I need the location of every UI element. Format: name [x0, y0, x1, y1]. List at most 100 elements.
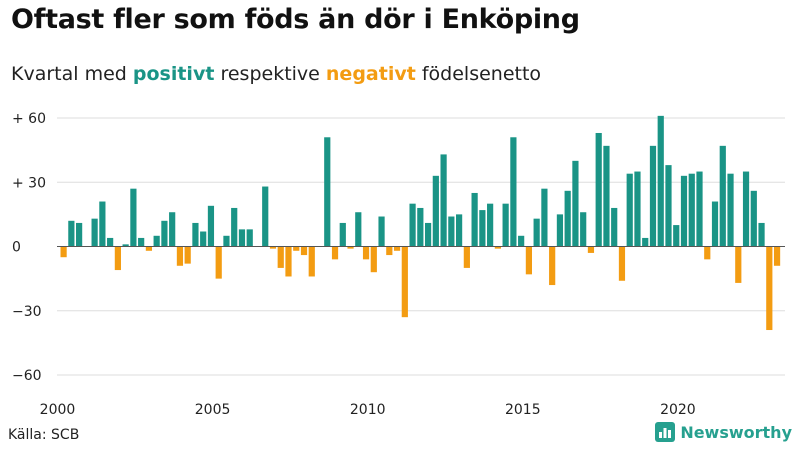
bar-42	[386, 246, 393, 256]
subtitle-positive-word: positivt	[132, 63, 215, 85]
bar-26	[262, 186, 269, 247]
bar-68	[587, 246, 595, 253]
bar-30	[293, 246, 300, 251]
bar-70	[603, 145, 610, 247]
y-tick-label: 0	[12, 240, 21, 256]
bar-24	[246, 229, 253, 247]
bar-0	[60, 246, 67, 258]
bar-77	[657, 115, 664, 247]
bars	[60, 115, 781, 331]
bar-60	[525, 246, 532, 275]
bar-62	[541, 188, 548, 247]
bar-4	[91, 218, 98, 247]
bar-90	[758, 222, 765, 247]
y-tick-label: + 60	[12, 111, 46, 127]
bar-28	[277, 246, 284, 268]
bar-14	[169, 212, 176, 247]
bar-8	[122, 244, 129, 247]
bar-17	[192, 222, 199, 247]
bar-74	[634, 171, 641, 247]
bar-31	[300, 246, 308, 256]
bar-5	[99, 201, 106, 247]
subtitle-text-2: respektive	[214, 63, 326, 85]
bar-89	[750, 190, 757, 247]
bar-79	[673, 225, 680, 247]
bar-22	[231, 207, 238, 247]
bar-29	[285, 246, 292, 277]
bar-64	[556, 214, 564, 247]
brand-name: Newsworthy	[680, 422, 792, 442]
bar-46	[417, 207, 424, 247]
bar-21	[223, 235, 230, 247]
bar-10	[138, 237, 145, 247]
bar-35	[331, 246, 339, 260]
y-tick-label: + 30	[12, 175, 46, 191]
bar-1	[68, 220, 75, 247]
x-tick-labels: 2000 2005 2010 2015 2020	[40, 402, 696, 418]
bar-34	[324, 137, 331, 247]
bar-32	[308, 246, 315, 277]
bar-27	[269, 246, 277, 249]
bar-69	[595, 132, 602, 247]
bar-87	[735, 246, 742, 283]
bar-59	[518, 235, 525, 247]
bar-83	[704, 246, 711, 260]
bar-66	[572, 160, 579, 247]
bar-48	[432, 175, 439, 247]
bar-65	[564, 190, 571, 247]
bar-38	[355, 212, 362, 247]
brand-logo: Newsworthy	[655, 422, 792, 442]
bar-7	[114, 246, 121, 271]
bar-80	[680, 175, 688, 247]
bar-76	[649, 145, 657, 247]
bar-15	[176, 246, 184, 266]
bar-43	[393, 246, 401, 251]
bar-39	[362, 246, 370, 260]
bar-19	[207, 205, 215, 247]
bar-78	[665, 165, 672, 247]
bar-54	[479, 210, 486, 247]
bar-11	[145, 246, 153, 251]
subtitle-text-1: Kvartal med	[11, 63, 133, 85]
y-tick-label: −60	[12, 368, 42, 384]
x-tick-label: 2010	[350, 402, 386, 418]
subtitle-text-3: födelsenetto	[415, 63, 542, 85]
bar-53	[471, 192, 478, 247]
bar-20	[215, 246, 222, 279]
bar-51	[456, 214, 463, 247]
bar-45	[409, 203, 416, 247]
bar-2	[76, 222, 83, 247]
bar-chart: + 60 + 30 0 −30 −60 2000 2005 2010 2015 2020	[12, 111, 785, 418]
bar-12	[153, 235, 160, 247]
bar-16	[184, 246, 191, 264]
bar-71	[611, 207, 618, 247]
bar-75	[642, 237, 649, 247]
bar-23	[238, 229, 246, 247]
bar-6	[107, 237, 114, 247]
bar-36	[339, 222, 346, 247]
bar-81	[688, 173, 695, 247]
bar-63	[549, 246, 556, 286]
bar-55	[487, 203, 494, 247]
bar-61	[533, 218, 540, 247]
bar-73	[626, 173, 633, 247]
bar-82	[696, 171, 703, 247]
newsworthy-logo-icon	[655, 422, 676, 442]
bar-47	[424, 222, 432, 247]
bar-13	[161, 220, 168, 247]
bar-41	[378, 216, 385, 247]
bar-56	[494, 246, 501, 249]
bar-57	[502, 203, 509, 247]
x-tick-label: 2020	[660, 402, 696, 418]
bar-37	[347, 246, 354, 249]
bar-85	[719, 145, 726, 247]
bar-44	[401, 246, 408, 318]
chart-subtitle: Kvartal med positivt respektive negativt…	[11, 63, 541, 85]
x-tick-label: 2015	[505, 402, 541, 418]
bar-92	[773, 246, 781, 266]
bar-88	[742, 171, 750, 247]
bar-72	[618, 246, 626, 281]
source-note: Källa: SCB	[8, 427, 80, 443]
bar-49	[440, 154, 447, 247]
bar-84	[711, 201, 719, 247]
